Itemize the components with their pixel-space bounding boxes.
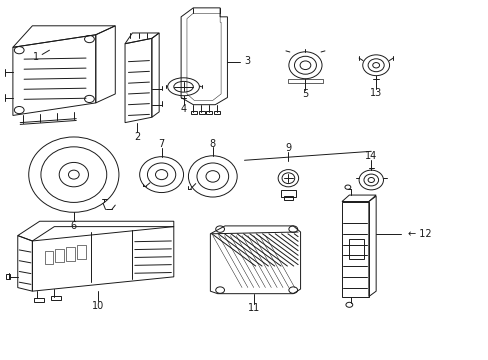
Bar [214, 111, 220, 114]
Bar [77, 245, 85, 259]
Bar [34, 298, 43, 302]
Text: 5: 5 [302, 89, 308, 99]
Bar [190, 111, 196, 114]
Text: 9: 9 [285, 143, 291, 153]
Bar [44, 251, 53, 264]
Bar [348, 239, 363, 259]
Text: 10: 10 [92, 301, 104, 311]
Text: 7: 7 [158, 139, 164, 149]
Bar [283, 196, 293, 200]
Text: 11: 11 [247, 303, 260, 313]
Bar [281, 190, 295, 197]
Text: 13: 13 [369, 88, 382, 98]
Text: 2: 2 [134, 132, 140, 142]
Bar [55, 249, 64, 262]
Bar [198, 111, 204, 114]
Text: 6: 6 [71, 221, 77, 231]
Text: 4: 4 [180, 104, 186, 114]
Text: ← 12: ← 12 [407, 229, 430, 239]
Text: 14: 14 [365, 151, 377, 161]
Text: 8: 8 [209, 139, 215, 149]
Bar [51, 296, 61, 301]
Bar [5, 274, 10, 279]
Text: 1: 1 [33, 52, 39, 62]
Bar [66, 247, 75, 261]
Text: 3: 3 [244, 56, 250, 66]
Bar [206, 111, 212, 114]
